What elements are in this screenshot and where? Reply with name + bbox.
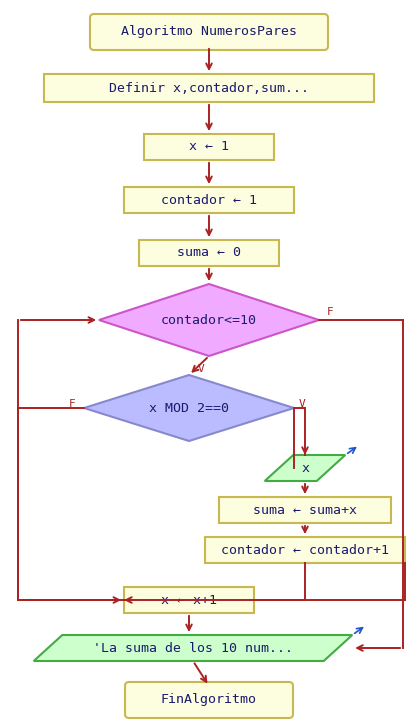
Polygon shape [99, 284, 319, 356]
Text: contador ← 1: contador ← 1 [161, 193, 257, 206]
Text: x ← 1: x ← 1 [189, 141, 229, 154]
Text: x MOD 2==0: x MOD 2==0 [149, 401, 229, 414]
Bar [44, 74, 374, 102]
Text: contador<=10: contador<=10 [161, 313, 257, 326]
Text: F: F [327, 307, 334, 317]
Text: x: x [301, 461, 309, 474]
FancyBboxPatch shape [90, 14, 328, 50]
Text: V: V [198, 364, 204, 374]
Polygon shape [34, 635, 352, 661]
Text: Definir x,contador,sum...: Definir x,contador,sum... [109, 82, 309, 95]
Text: contador ← contador+1: contador ← contador+1 [221, 544, 389, 557]
Text: V: V [299, 399, 306, 409]
Text: Algoritmo NumerosPares: Algoritmo NumerosPares [121, 25, 297, 38]
Bar [219, 497, 391, 523]
Polygon shape [265, 455, 345, 481]
Bar [205, 537, 405, 563]
Bar [144, 134, 274, 160]
Bar [139, 240, 279, 266]
Polygon shape [84, 375, 294, 441]
Bar [124, 587, 254, 613]
Text: FinAlgoritmo: FinAlgoritmo [161, 694, 257, 707]
Bar [124, 187, 294, 213]
FancyBboxPatch shape [125, 682, 293, 718]
Text: F: F [69, 399, 76, 409]
Text: suma ← suma+x: suma ← suma+x [253, 503, 357, 516]
Text: x ← x+1: x ← x+1 [161, 593, 217, 606]
Text: suma ← 0: suma ← 0 [177, 246, 241, 259]
Text: 'La suma de los 10 num...: 'La suma de los 10 num... [93, 642, 293, 655]
